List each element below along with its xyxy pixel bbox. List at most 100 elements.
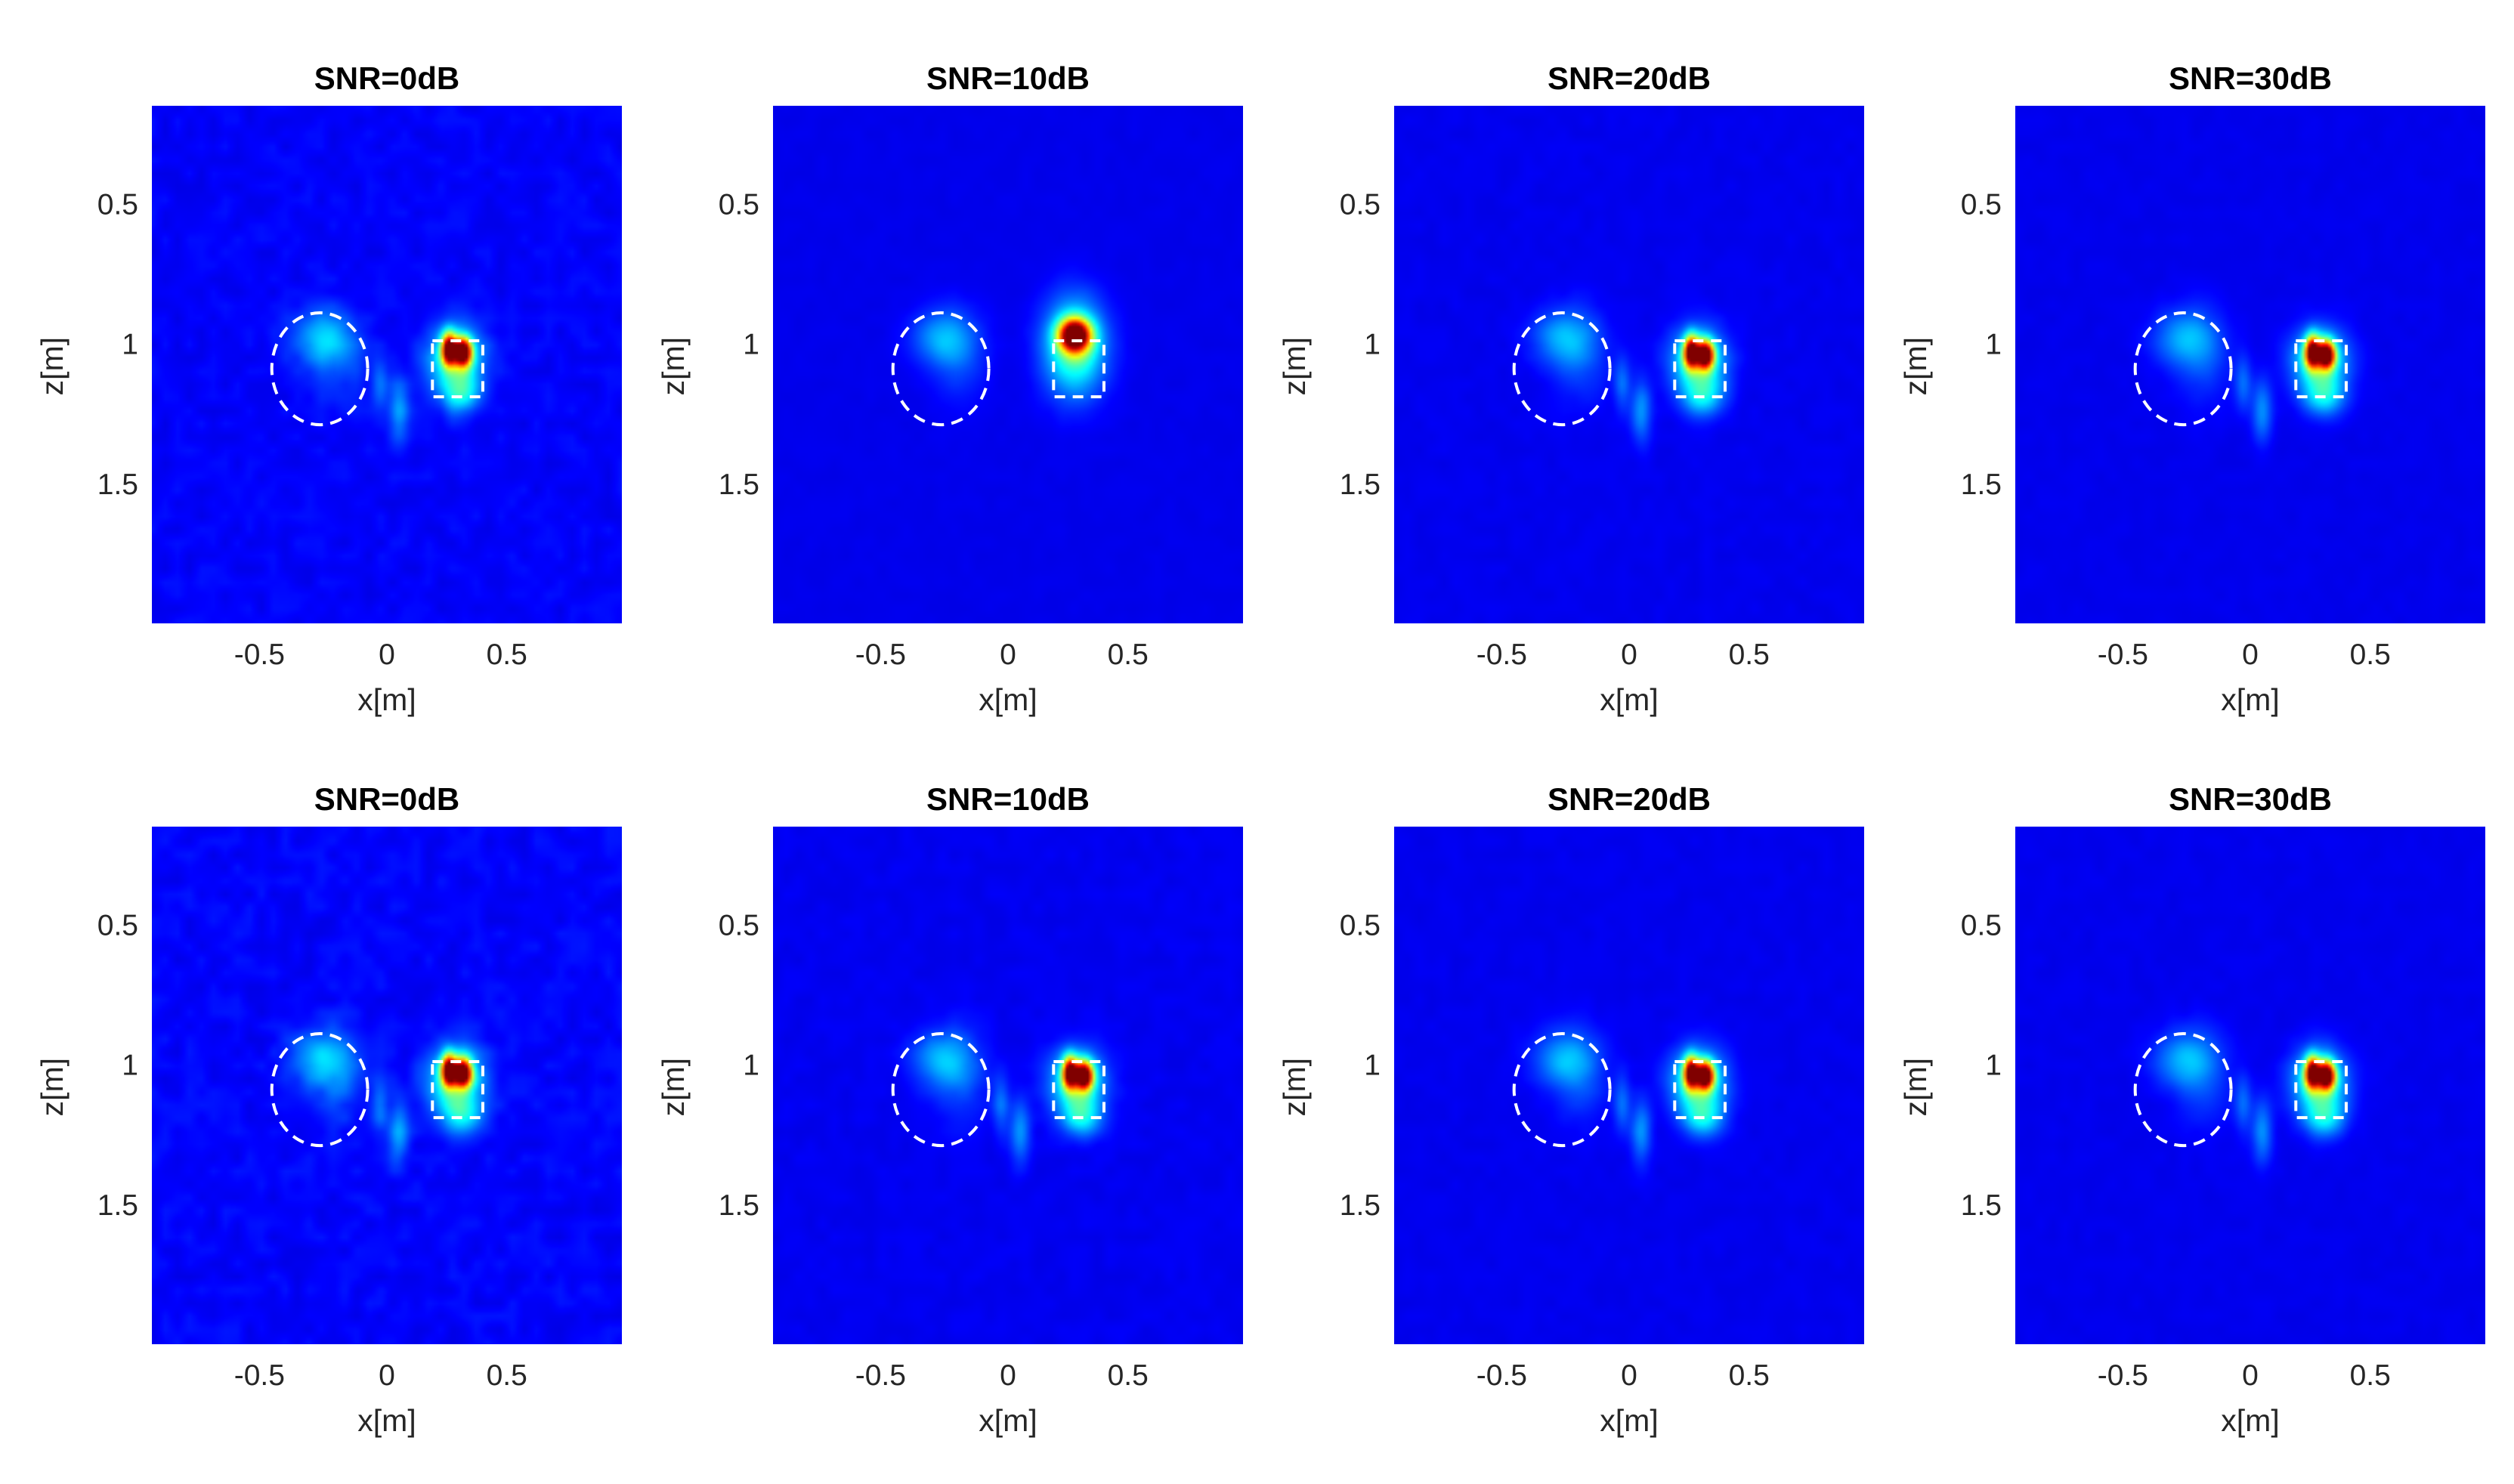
y-axis-label: z[m] (1898, 1058, 1933, 1116)
y-tick-label: 1 (1364, 329, 1381, 361)
circle-target-outline (1512, 1032, 1612, 1148)
rect-target-outline (1052, 1060, 1105, 1120)
x-axis-label: x[m] (979, 1403, 1037, 1438)
subplot-title: SNR=30dB (2169, 60, 2332, 96)
subplot-title: SNR=20dB (1548, 60, 1711, 96)
x-tick-label: 0.5 (1729, 638, 1770, 671)
subplot-title: SNR=20dB (1548, 781, 1711, 817)
y-tick-label: 1.5 (719, 1189, 759, 1222)
x-axis-label: x[m] (2221, 1403, 2279, 1438)
x-tick-label: 0.5 (487, 1359, 527, 1392)
x-tick-label: 0 (1000, 638, 1016, 671)
subplot-6: SNR=10dB -0.5 0 0.5 0.5 1 1.5 x[m] z[m] (656, 781, 1243, 1438)
x-axis-label: x[m] (357, 682, 416, 717)
x-tick-label: 0.5 (2350, 1359, 2391, 1392)
y-tick-label: 1.5 (1961, 468, 2002, 501)
heatmap-image (773, 827, 1243, 1344)
subplot-title: SNR=10dB (926, 60, 1090, 96)
y-tick-label: 1.5 (1961, 1189, 2002, 1222)
y-axis-label: z[m] (35, 1058, 70, 1116)
x-tick-label: -0.5 (234, 1359, 285, 1392)
x-tick-label: -0.5 (2098, 638, 2148, 671)
y-tick-label: 1.5 (1340, 468, 1381, 501)
subplot-3: SNR=20dB -0.5 0 0.5 0.5 1 1.5 x[m] z[m] (1277, 60, 1864, 717)
subplot-5: SNR=0dB -0.5 0 0.5 0.5 1 1.5 x[m] z[m] (35, 781, 622, 1438)
circle-target-outline (1512, 311, 1612, 427)
subplot-title: SNR=0dB (314, 60, 460, 96)
subplot-4: SNR=30dB -0.5 0 0.5 0.5 1 1.5 x[m] z[m] (1898, 60, 2485, 717)
x-tick-label: -0.5 (1477, 638, 1527, 671)
subplot-title: SNR=0dB (314, 781, 460, 817)
x-tick-label: -0.5 (855, 638, 906, 671)
y-tick-label: 0.5 (1961, 189, 2002, 221)
y-tick-label: 1 (743, 1050, 759, 1082)
y-tick-label: 0.5 (719, 189, 759, 221)
circle-target-outline (891, 1032, 991, 1148)
y-axis-label: z[m] (1898, 337, 1933, 395)
x-tick-label: 0 (1000, 1359, 1016, 1392)
heatmap-image (152, 827, 622, 1344)
circle-target-outline (270, 1032, 370, 1148)
y-tick-label: 1.5 (719, 468, 759, 501)
x-tick-label: 0 (379, 638, 395, 671)
heatmap-image (1394, 827, 1864, 1344)
x-axis-label: x[m] (979, 682, 1037, 717)
y-axis-label: z[m] (1277, 1058, 1312, 1116)
y-axis-label: z[m] (35, 337, 70, 395)
heatmap-image (152, 106, 622, 623)
y-tick-label: 1.5 (97, 468, 138, 501)
rect-target-outline (2294, 339, 2348, 399)
circle-target-outline (2133, 1032, 2233, 1148)
rect-target-outline (431, 1060, 484, 1120)
x-tick-label: 0.5 (1108, 1359, 1149, 1392)
x-tick-label: -0.5 (855, 1359, 906, 1392)
y-tick-label: 0.5 (97, 910, 138, 942)
subplot-title: SNR=10dB (926, 781, 1090, 817)
y-tick-label: 1 (122, 1050, 138, 1082)
x-tick-label: -0.5 (1477, 1359, 1527, 1392)
heatmap-image (1394, 106, 1864, 623)
x-tick-label: -0.5 (234, 638, 285, 671)
y-tick-label: 1 (743, 329, 759, 361)
heatmap-image (773, 106, 1243, 623)
heatmap-image (2015, 827, 2485, 1344)
rect-target-outline (2294, 1060, 2348, 1120)
x-tick-label: 0.5 (1108, 638, 1149, 671)
y-tick-label: 1 (1985, 329, 2002, 361)
subplot-7: SNR=20dB -0.5 0 0.5 0.5 1 1.5 x[m] z[m] (1277, 781, 1864, 1438)
rect-target-outline (1052, 339, 1105, 399)
y-tick-label: 1.5 (1340, 1189, 1381, 1222)
y-tick-label: 1.5 (97, 1189, 138, 1222)
rect-target-outline (1673, 339, 1727, 399)
y-tick-label: 0.5 (1340, 910, 1381, 942)
circle-target-outline (891, 311, 991, 427)
subplot-title: SNR=30dB (2169, 781, 2332, 817)
circle-target-outline (2133, 311, 2233, 427)
y-axis-label: z[m] (1277, 337, 1312, 395)
subplot-1: SNR=0dB -0.5 0 0.5 0.5 1 1.5 x[m] z[m] (35, 60, 622, 717)
x-tick-label: 0 (1621, 1359, 1637, 1392)
x-tick-label: 0 (1621, 638, 1637, 671)
y-axis-label: z[m] (656, 337, 691, 395)
x-tick-label: 0 (379, 1359, 395, 1392)
circle-target-outline (270, 311, 370, 427)
x-axis-label: x[m] (2221, 682, 2279, 717)
y-tick-label: 0.5 (1961, 910, 2002, 942)
y-tick-label: 1 (1364, 1050, 1381, 1082)
y-tick-label: 0.5 (1340, 189, 1381, 221)
x-tick-label: 0.5 (2350, 638, 2391, 671)
x-tick-label: 0.5 (487, 638, 527, 671)
x-tick-label: 0 (2242, 1359, 2259, 1392)
y-tick-label: 1 (122, 329, 138, 361)
subplot-2: SNR=10dB -0.5 0 0.5 0.5 1 1.5 x[m] z[m] (656, 60, 1243, 717)
x-tick-label: -0.5 (2098, 1359, 2148, 1392)
y-tick-label: 0.5 (97, 189, 138, 221)
y-tick-label: 1 (1985, 1050, 2002, 1082)
y-tick-label: 0.5 (719, 910, 759, 942)
x-tick-label: 0 (2242, 638, 2259, 671)
x-tick-label: 0.5 (1729, 1359, 1770, 1392)
x-axis-label: x[m] (357, 1403, 416, 1438)
y-axis-label: z[m] (656, 1058, 691, 1116)
subplot-8: SNR=30dB -0.5 0 0.5 0.5 1 1.5 x[m] z[m] (1898, 781, 2485, 1438)
